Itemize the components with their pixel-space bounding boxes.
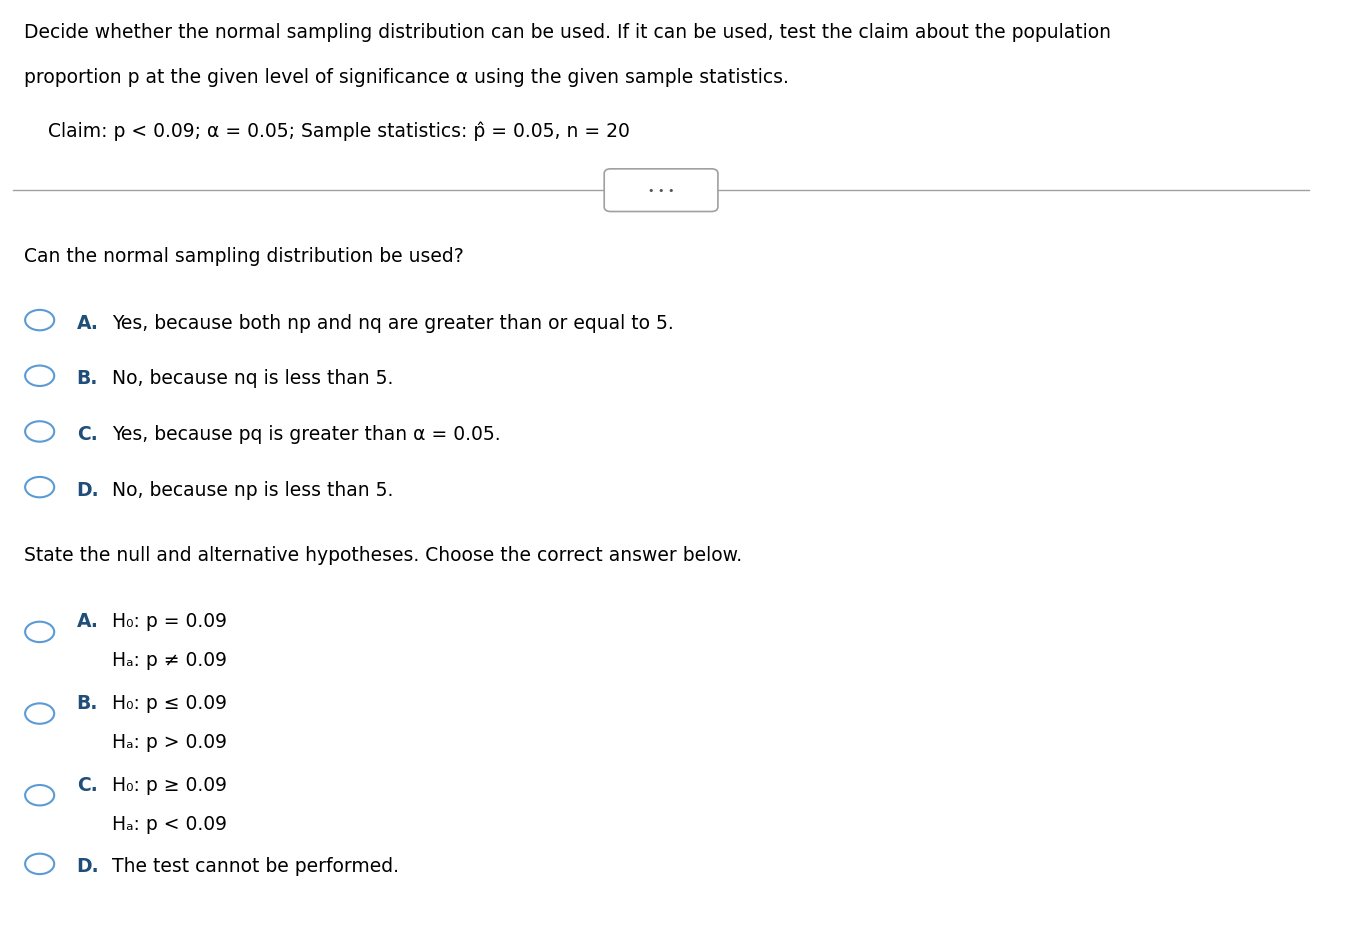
Text: A.: A. bbox=[77, 612, 98, 630]
Text: H₀: p ≤ 0.09: H₀: p ≤ 0.09 bbox=[112, 693, 227, 712]
Circle shape bbox=[25, 366, 55, 387]
Text: D.: D. bbox=[77, 857, 100, 875]
Text: No, because nq is less than 5.: No, because nq is less than 5. bbox=[112, 369, 394, 387]
Text: Claim: p < 0.09; α = 0.05; Sample statistics: p̂ = 0.05, n = 20: Claim: p < 0.09; α = 0.05; Sample statis… bbox=[23, 121, 629, 141]
Text: Hₐ: p > 0.09: Hₐ: p > 0.09 bbox=[112, 732, 227, 751]
Text: Yes, because both np and nq are greater than or equal to 5.: Yes, because both np and nq are greater … bbox=[112, 313, 674, 332]
FancyBboxPatch shape bbox=[605, 170, 718, 212]
Text: H₀: p ≥ 0.09: H₀: p ≥ 0.09 bbox=[112, 775, 227, 794]
Text: Can the normal sampling distribution be used?: Can the normal sampling distribution be … bbox=[23, 247, 464, 265]
Text: H₀: p = 0.09: H₀: p = 0.09 bbox=[112, 612, 227, 630]
Text: B.: B. bbox=[77, 693, 98, 712]
Circle shape bbox=[25, 854, 55, 874]
Text: Hₐ: p ≠ 0.09: Hₐ: p ≠ 0.09 bbox=[112, 651, 227, 669]
Text: C.: C. bbox=[77, 425, 97, 443]
Text: Decide whether the normal sampling distribution can be used. If it can be used, : Decide whether the normal sampling distr… bbox=[23, 23, 1111, 42]
Circle shape bbox=[25, 622, 55, 642]
Text: proportion p at the given level of significance α using the given sample statist: proportion p at the given level of signi… bbox=[23, 68, 789, 86]
Text: D.: D. bbox=[77, 480, 100, 499]
Circle shape bbox=[25, 422, 55, 442]
Text: B.: B. bbox=[77, 369, 98, 387]
Circle shape bbox=[25, 704, 55, 724]
Text: Hₐ: p < 0.09: Hₐ: p < 0.09 bbox=[112, 814, 227, 832]
Text: • • •: • • • bbox=[648, 186, 674, 196]
Text: C.: C. bbox=[77, 775, 97, 794]
Text: A.: A. bbox=[77, 313, 98, 332]
Text: Yes, because pq is greater than α = 0.05.: Yes, because pq is greater than α = 0.05… bbox=[112, 425, 501, 443]
Circle shape bbox=[25, 785, 55, 806]
Text: State the null and alternative hypotheses. Choose the correct answer below.: State the null and alternative hypothese… bbox=[23, 545, 741, 564]
Text: No, because np is less than 5.: No, because np is less than 5. bbox=[112, 480, 394, 499]
Text: The test cannot be performed.: The test cannot be performed. bbox=[112, 857, 399, 875]
Circle shape bbox=[25, 477, 55, 498]
Circle shape bbox=[25, 311, 55, 331]
